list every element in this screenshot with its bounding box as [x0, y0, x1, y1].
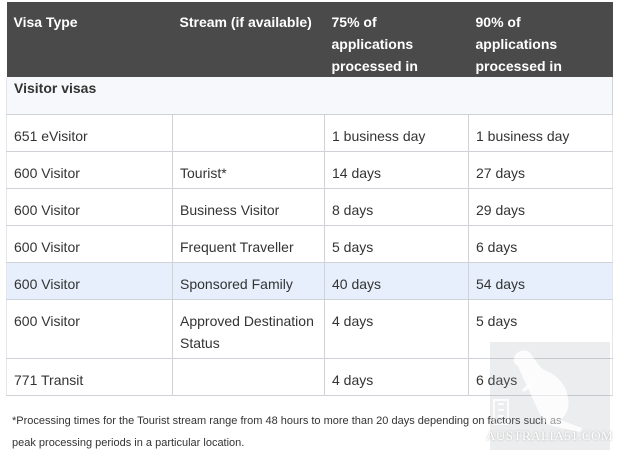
cell-stream: Sponsored Family: [172, 262, 325, 300]
header-75-percent: 75% of applications processed in: [324, 2, 469, 77]
kangaroo-icon: [490, 342, 610, 450]
cell-visa-type: 600 Visitor: [6, 225, 173, 263]
table-row: 600 Visitor Approved Destination Status …: [6, 299, 613, 359]
cell-visa-type: 771 Transit: [6, 358, 173, 396]
cell-75-percent: 1 business day: [324, 114, 469, 152]
footnote-line-2: peak processing periods in a particular …: [12, 437, 245, 449]
cell-stream: Tourist*: [172, 151, 325, 189]
cell-stream: Approved Destination Status: [172, 299, 325, 359]
cell-visa-type: 651 eVisitor: [6, 114, 173, 152]
processing-times-table: Visa Type Stream (if available) 75% of a…: [6, 2, 613, 396]
cell-75-percent: 4 days: [324, 299, 469, 359]
cell-75-percent: 8 days: [324, 188, 469, 226]
header-row: Visa Type Stream (if available) 75% of a…: [6, 2, 613, 77]
cell-90-percent: 6 days: [468, 225, 613, 263]
cell-75-percent: 40 days: [324, 262, 469, 300]
watermark: AUSTRALIA51.COM: [486, 340, 616, 452]
watermark-text: AUSTRALIA51.COM: [486, 428, 614, 443]
cell-75-percent: 14 days: [324, 151, 469, 189]
table-row: 600 Visitor Tourist* 14 days 27 days: [6, 151, 613, 189]
cell-visa-type: 600 Visitor: [6, 151, 173, 189]
cell-75-percent: 5 days: [324, 225, 469, 263]
table-row: 600 Visitor Frequent Traveller 5 days 6 …: [6, 225, 613, 263]
section-title: Visitor visas: [6, 77, 613, 115]
table-row: 600 Visitor Business Visitor 8 days 29 d…: [6, 188, 613, 226]
cell-90-percent: 5 days: [468, 299, 613, 359]
footnote: *Processing times for the Tourist stream…: [12, 410, 612, 454]
cell-stream: [172, 114, 325, 152]
cell-stream: Frequent Traveller: [172, 225, 325, 263]
cell-visa-type: 600 Visitor: [6, 262, 173, 300]
cell-90-percent: 1 business day: [468, 114, 613, 152]
cell-visa-type: 600 Visitor: [6, 299, 173, 359]
cell-90-percent: 6 days: [468, 358, 613, 396]
cell-75-percent: 4 days: [324, 358, 469, 396]
cell-90-percent: 54 days: [468, 262, 613, 300]
header-stream: Stream (if available): [172, 2, 325, 77]
cell-90-percent: 29 days: [468, 188, 613, 226]
cell-90-percent: 27 days: [468, 151, 613, 189]
footnote-line-1: *Processing times for the Tourist stream…: [12, 415, 562, 427]
table-header: Visa Type Stream (if available) 75% of a…: [6, 2, 613, 77]
section-row-visitor-visas: Visitor visas: [6, 77, 613, 115]
table-row: 771 Transit 4 days 6 days: [6, 358, 613, 396]
cell-visa-type: 600 Visitor: [6, 188, 173, 226]
table-row-highlighted: 600 Visitor Sponsored Family 40 days 54 …: [6, 262, 613, 300]
table-row: 651 eVisitor 1 business day 1 business d…: [6, 114, 613, 152]
table-body: Visitor visas 651 eVisitor 1 business da…: [6, 77, 613, 396]
header-visa-type: Visa Type: [6, 2, 173, 77]
header-90-percent: 90% of applications processed in: [468, 2, 613, 77]
cell-stream: [172, 358, 325, 396]
cell-stream: Business Visitor: [172, 188, 325, 226]
